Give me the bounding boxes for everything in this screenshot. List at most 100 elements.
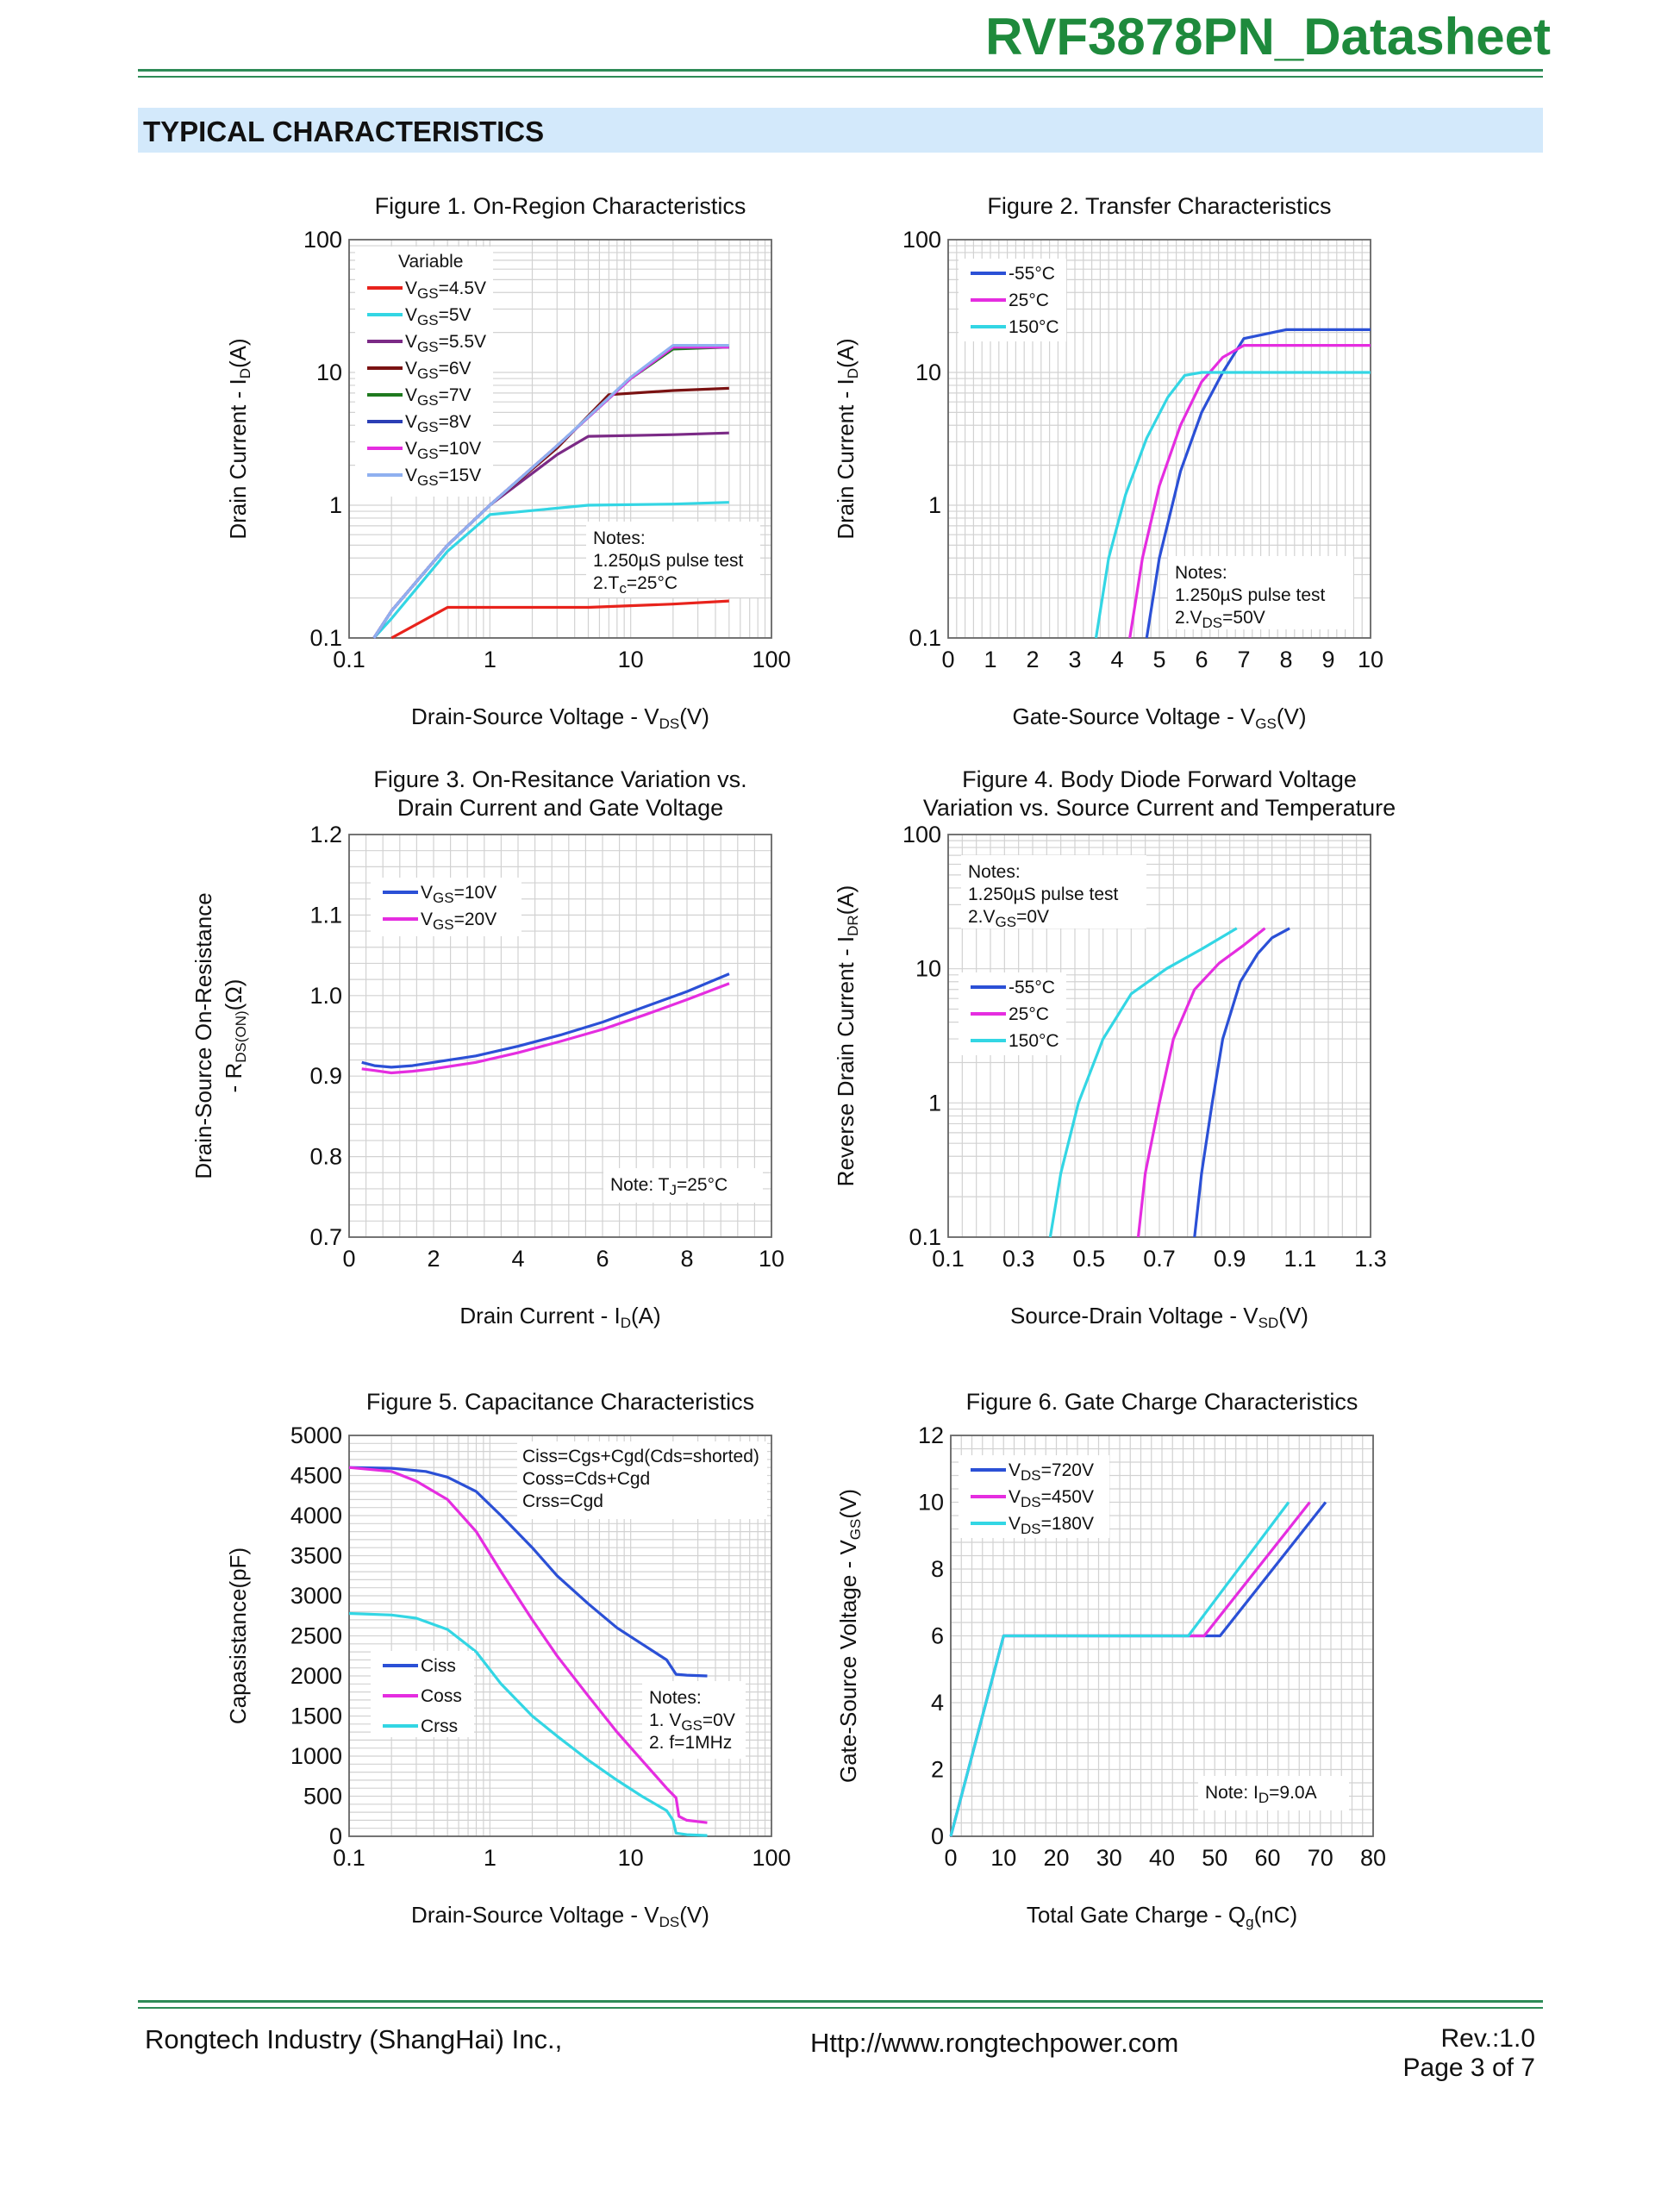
fig3-xtick-label: 10 bbox=[759, 1246, 784, 1272]
fig6-xtick-label: 50 bbox=[1202, 1845, 1227, 1871]
fig5-xtick-label: 100 bbox=[752, 1845, 790, 1871]
fig2-xtick-label: 5 bbox=[1152, 647, 1165, 672]
fig5-notes-box bbox=[642, 1681, 746, 1759]
fig6-legend-label-0: VDS=720V bbox=[1009, 1460, 1094, 1484]
fig6-xtick-label: 30 bbox=[1096, 1845, 1122, 1871]
fig3-ylabel-line2: - RDS(ON)(Ω) bbox=[221, 979, 249, 1093]
fig3-series-1-line bbox=[361, 982, 730, 1075]
fig6-title: Figure 6. Gate Charge Characteristics bbox=[966, 1389, 1358, 1415]
fig1-legend-label-1: VGS=5V bbox=[405, 305, 472, 328]
footer-url[interactable]: Http://www.rongtechpower.com bbox=[810, 2028, 1179, 2058]
fig5-series-2-line bbox=[348, 1611, 708, 1837]
fig6-xtick-label: 60 bbox=[1254, 1845, 1280, 1871]
footer-company: Rongtech Industry (ShangHai) Inc., bbox=[145, 2024, 563, 2054]
fig5-ytick-label: 5000 bbox=[290, 1422, 342, 1448]
fig2-notes-box bbox=[1168, 556, 1353, 629]
fig1-legend-label-6: VGS=10V bbox=[405, 439, 481, 462]
fig4-xtick-label: 0.9 bbox=[1214, 1246, 1246, 1272]
fig1-xlabel: Drain-Source Voltage - VDS(V) bbox=[411, 703, 709, 732]
fig2-legend-label-0: -55°C bbox=[1009, 264, 1055, 284]
fig3-title-line2: Drain Current and Gate Voltage bbox=[397, 795, 723, 821]
fig2-note-1: 1.250µS pulse test bbox=[1175, 585, 1326, 605]
fig6-ytick-label: 12 bbox=[918, 1422, 944, 1448]
fig1-series-1-line bbox=[372, 501, 729, 640]
fig3-ytick-label: 0.8 bbox=[309, 1144, 342, 1170]
fig5-definitions-box bbox=[517, 1441, 767, 1519]
fig1-xtick-label: 10 bbox=[618, 647, 644, 672]
fig4-ylabel: Reverse Drain Current - IDR(A) bbox=[833, 885, 861, 1187]
fig5-definition-0: Ciss=Cgs+Cgd(Cds=shorted) bbox=[522, 1447, 759, 1466]
fig6-ytick-label: 8 bbox=[931, 1556, 944, 1582]
fig4-note-0: Notes: bbox=[968, 862, 1021, 882]
fig5-legend-label-2: Crss bbox=[421, 1716, 458, 1736]
fig5-xlabel: Drain-Source Voltage - VDS(V) bbox=[411, 1902, 709, 1930]
fig1-chart: 0.1 1 10 100 0.1 1 10 100 Figure 1. On-Region Ch… bbox=[225, 193, 791, 732]
fig6-xtick-label: 20 bbox=[1043, 1845, 1069, 1871]
fig5-series-1-line bbox=[348, 1466, 708, 1824]
fig1-ytick-label: 100 bbox=[303, 227, 342, 253]
fig5-ytick-label: 4000 bbox=[290, 1503, 342, 1529]
fig1-title: Figure 1. On-Region Characteristics bbox=[375, 193, 746, 219]
fig5-legend-label-0: Ciss bbox=[421, 1656, 456, 1676]
fig2-xtick-label: 10 bbox=[1358, 647, 1383, 672]
fig1-series-0-line bbox=[390, 599, 729, 640]
fig4-frame bbox=[947, 834, 1371, 1238]
fig5-ytick-label: 2500 bbox=[290, 1623, 342, 1649]
fig3-xtick-label: 6 bbox=[596, 1246, 609, 1272]
fig6-xlabel: Total Gate Charge - Qg(nC) bbox=[1027, 1902, 1297, 1930]
fig4-xtick-label: 0.7 bbox=[1143, 1246, 1176, 1272]
fig1-note-0: Notes: bbox=[593, 528, 646, 548]
fig2-ytick-label: 1 bbox=[928, 492, 941, 518]
fig4-ytick-label: 10 bbox=[915, 956, 941, 982]
fig6-ytick-label: 6 bbox=[931, 1623, 944, 1649]
fig2-note-2: 2.VDS=50V bbox=[1175, 608, 1265, 631]
fig5-legend-label-1: Coss bbox=[421, 1686, 462, 1706]
fig2-xtick-label: 2 bbox=[1026, 647, 1039, 672]
fig2-xtick-label: 4 bbox=[1110, 647, 1123, 672]
fig6-xtick-label: 10 bbox=[990, 1845, 1016, 1871]
fig5-frame bbox=[348, 1435, 772, 1837]
fig6-notes-box bbox=[1198, 1776, 1349, 1810]
fig3-legend-label-1: VGS=20V bbox=[421, 910, 497, 933]
fig5-ytick-label: 500 bbox=[303, 1784, 342, 1810]
fig5-xtick-label: 1 bbox=[484, 1845, 497, 1871]
fig6-xtick-label: 70 bbox=[1308, 1845, 1333, 1871]
fig6-note-0: Note: ID=9.0A bbox=[1205, 1783, 1317, 1806]
fig6-ylabel: Gate-Source Voltage - VGS(V) bbox=[835, 1489, 864, 1783]
fig3-series-0-line bbox=[361, 972, 730, 1069]
header-rule-top bbox=[138, 69, 1543, 72]
fig1-legend-title: Variable bbox=[398, 252, 464, 272]
fig6-xtick-label: 80 bbox=[1360, 1845, 1386, 1871]
fig2-legend-label-2: 150°C bbox=[1009, 317, 1059, 337]
fig6-chart: 0 10 20 30 40 50 60 70 80 0 2 4 6 8 10 12 Figure 6. Gate… bbox=[835, 1389, 1386, 1930]
section-bar: TYPICAL CHARACTERISTICS bbox=[138, 108, 1543, 153]
fig2-xtick-label: 6 bbox=[1195, 647, 1208, 672]
fig4-xtick-label: 0.3 bbox=[1002, 1246, 1035, 1272]
fig2-xtick-label: 3 bbox=[1068, 647, 1081, 672]
fig5-ylabel: Capasistance(pF) bbox=[225, 1547, 251, 1724]
fig4-series-1-line bbox=[1136, 927, 1266, 1238]
fig5-ytick-label: 3500 bbox=[290, 1543, 342, 1569]
fig6-series-2-line bbox=[949, 1501, 1290, 1837]
fig1-legend-label-2: VGS=5.5V bbox=[405, 332, 486, 355]
fig2-ytick-label: 0.1 bbox=[909, 625, 941, 651]
section-title: TYPICAL CHARACTERISTICS bbox=[143, 116, 545, 147]
fig3-ytick-label: 1.1 bbox=[309, 902, 342, 928]
fig5-note-1: 1. VGS=0V bbox=[649, 1710, 735, 1734]
fig1-note-1: 1.250µS pulse test bbox=[593, 551, 744, 571]
fig4-title-line2: Variation vs. Source Current and Tempera… bbox=[923, 795, 1396, 821]
fig5-definition-1: Coss=Cds+Cgd bbox=[522, 1469, 650, 1489]
fig5-ytick-label: 3000 bbox=[290, 1583, 342, 1609]
fig2-title: Figure 2. Transfer Characteristics bbox=[987, 193, 1331, 219]
fig2-ylabel: Drain Current - ID(A) bbox=[833, 338, 861, 539]
fig3-xtick-label: 8 bbox=[680, 1246, 693, 1272]
fig4-legend-label-2: 150°C bbox=[1009, 1031, 1059, 1051]
fig6-frame bbox=[950, 1435, 1374, 1837]
fig1-ytick-label: 0.1 bbox=[309, 625, 342, 651]
fig5-ytick-label: 4500 bbox=[290, 1463, 342, 1489]
fig3-xtick-label: 2 bbox=[427, 1246, 440, 1272]
fig4-ytick-label: 100 bbox=[902, 822, 941, 847]
fig6-ytick-label: 0 bbox=[931, 1823, 944, 1849]
fig5-note-2: 2. f=1MHz bbox=[649, 1733, 732, 1753]
fig6-legend-label-2: VDS=180V bbox=[1009, 1514, 1094, 1537]
